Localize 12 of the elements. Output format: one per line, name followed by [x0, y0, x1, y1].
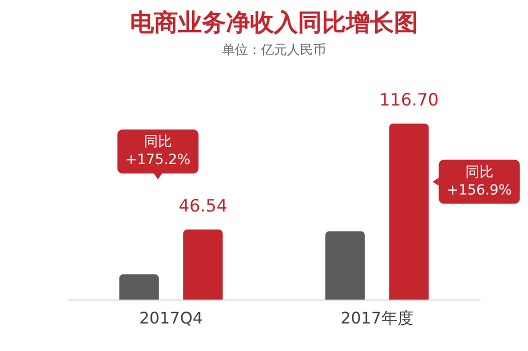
- bar: [325, 231, 365, 300]
- x-tick-label: 2017年度: [340, 308, 414, 328]
- chart-subtitle: 单位：亿元人民币: [222, 42, 326, 58]
- data-label: 46.54: [178, 196, 228, 216]
- bar: [183, 230, 223, 300]
- chart-title: 电商业务净收入同比增长图: [130, 8, 418, 37]
- bar: [119, 274, 159, 300]
- data-label: 116.70: [379, 90, 439, 111]
- annotation: 同比 +175.2%: [125, 134, 190, 168]
- bar: [389, 124, 429, 300]
- x-tick-label: 2017Q4: [139, 308, 203, 328]
- annotation: 同比 +156.9%: [446, 164, 512, 198]
